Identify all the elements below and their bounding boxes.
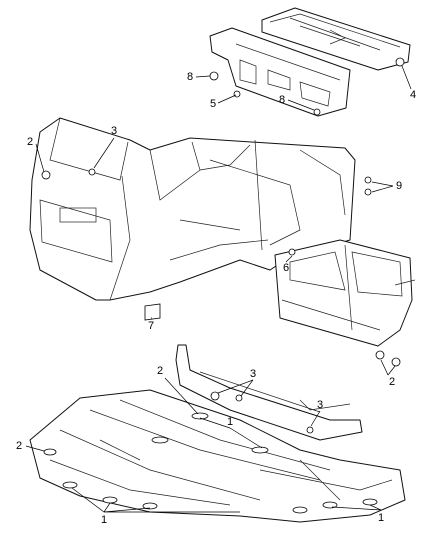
callout-label: 3 (111, 125, 117, 137)
door (274, 239, 416, 347)
floor-pan (29, 389, 406, 523)
leader-lines (25, 65, 412, 513)
callout-label: 4 (410, 89, 416, 101)
sill (175, 344, 363, 441)
callout-label: 9 (396, 180, 402, 192)
callout-label: 1 (227, 416, 233, 428)
callout-label: 7 (148, 320, 154, 332)
callout-label: 5 (210, 98, 216, 110)
dash-panel (209, 27, 351, 117)
callout-label: 8 (187, 71, 193, 83)
cowl-panel (261, 7, 411, 71)
callout-label: 2 (27, 136, 33, 148)
callout-label: 8 (279, 94, 285, 106)
callout-label: 2 (389, 376, 395, 388)
callout-label: 1 (378, 512, 384, 524)
callout-label: 3 (317, 399, 323, 411)
callouts: 8 5 8 4 2 3 9 6 7 2 2 3 3 1 2 1 1 (16, 71, 416, 526)
plugs (41, 57, 405, 514)
body-shell (29, 117, 356, 321)
callout-label: 2 (157, 365, 163, 377)
callout-label: 3 (250, 368, 256, 380)
callout-label: 6 (283, 262, 289, 274)
callout-label: 1 (101, 514, 107, 526)
callout-label: 2 (16, 440, 22, 452)
